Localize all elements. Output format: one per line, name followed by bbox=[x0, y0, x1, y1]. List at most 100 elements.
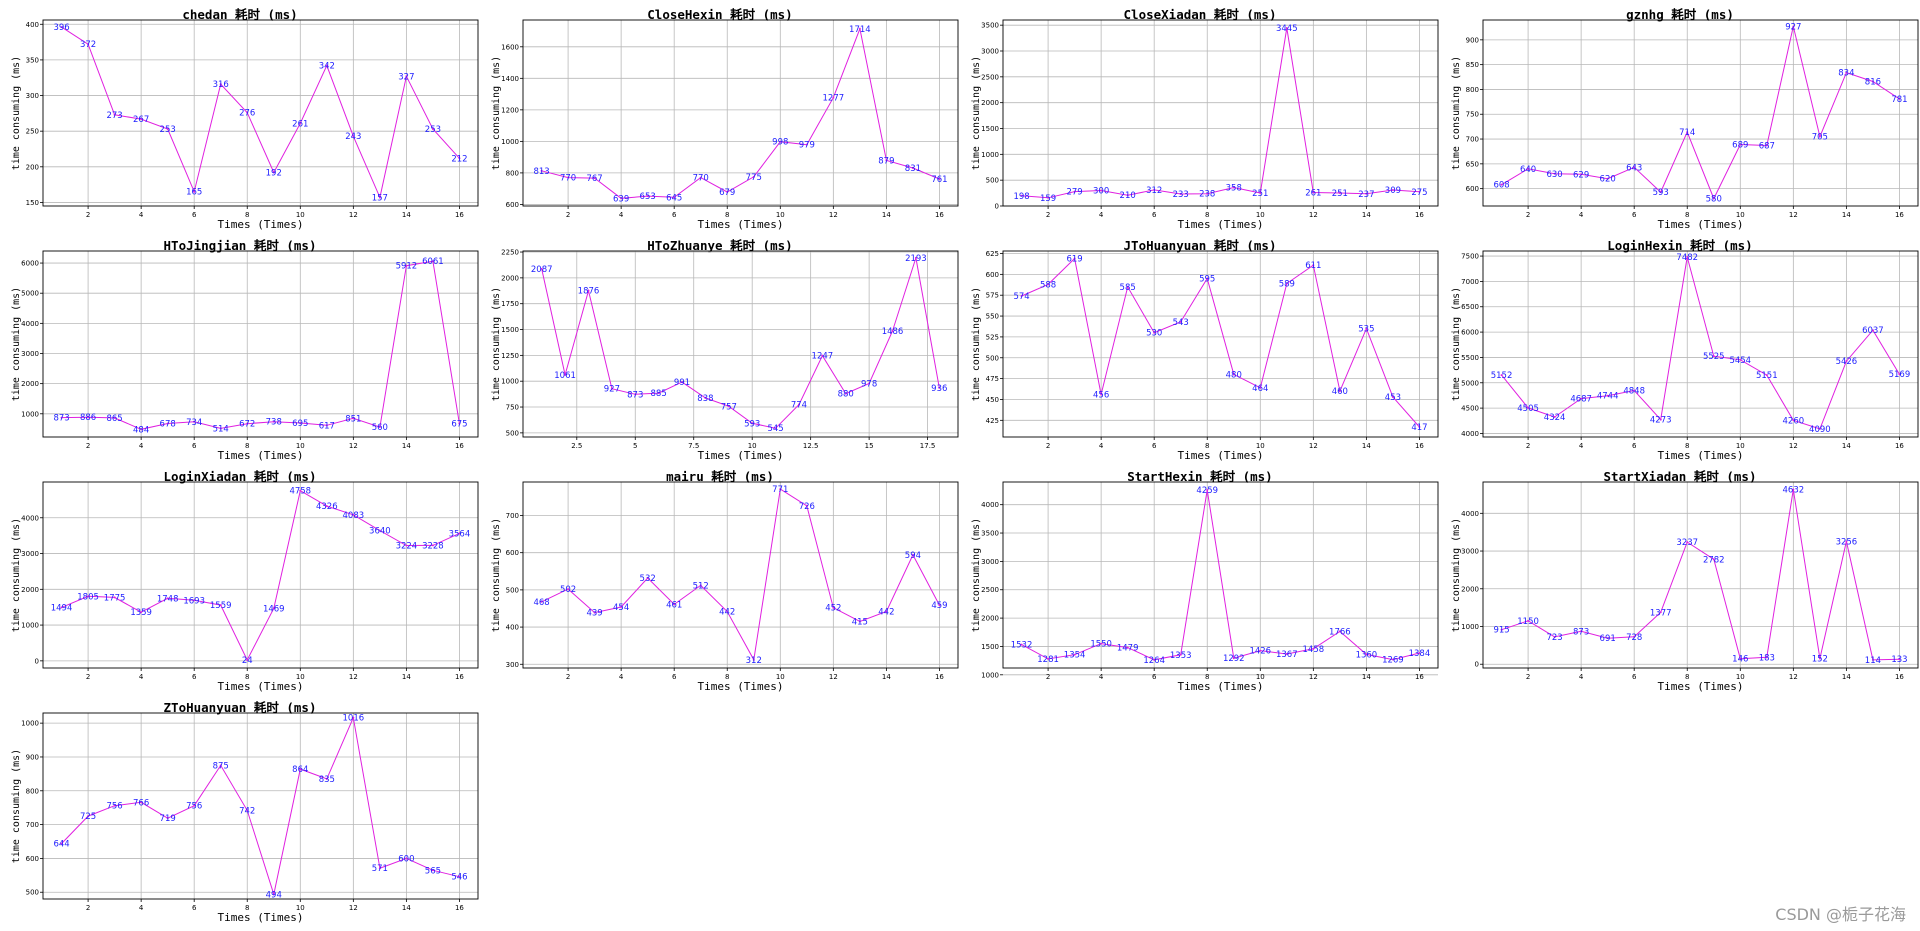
y-tick-label: 2000 bbox=[981, 99, 999, 107]
y-tick-label: 1000 bbox=[981, 671, 999, 679]
data-label: 580 bbox=[1706, 195, 1722, 205]
data-label: 560 bbox=[372, 423, 388, 433]
data-point bbox=[87, 416, 90, 419]
data-label: 159 bbox=[1040, 194, 1056, 204]
data-point bbox=[1047, 657, 1050, 660]
data-point bbox=[699, 584, 702, 587]
data-point bbox=[113, 113, 116, 116]
data-label: 1479 bbox=[1117, 644, 1139, 654]
x-tick-label: 8 bbox=[725, 673, 729, 681]
x-tick-label: 12 bbox=[1789, 673, 1798, 681]
y-tick-label: 1250 bbox=[501, 352, 519, 360]
data-point bbox=[1686, 541, 1689, 544]
x-tick-label: 4 bbox=[1099, 673, 1104, 681]
data-point bbox=[540, 600, 543, 603]
y-tick-label: 1600 bbox=[501, 43, 519, 51]
data-label: 530 bbox=[1146, 329, 1162, 339]
data-point bbox=[1712, 558, 1715, 561]
data-label: 5525 bbox=[1703, 352, 1725, 362]
x-tick-label: 8 bbox=[245, 442, 249, 450]
data-point bbox=[87, 43, 90, 46]
x-tick-label: 2 bbox=[566, 211, 570, 219]
series-line bbox=[61, 260, 460, 430]
data-point bbox=[1073, 653, 1076, 656]
data-label: 991 bbox=[674, 378, 690, 388]
data-label: 198 bbox=[1013, 192, 1029, 202]
data-label: 979 bbox=[799, 141, 815, 151]
data-point bbox=[844, 392, 847, 395]
data-label: 300 bbox=[1093, 187, 1109, 197]
data-label: 1354 bbox=[1064, 651, 1086, 661]
data-point bbox=[246, 111, 249, 114]
line-chart: 2 4 6 8 10 12 14 16 425 450 475 500 525 550 575 600 625 T… bbox=[971, 250, 1439, 462]
data-label: 571 bbox=[372, 864, 388, 874]
x-axis-label: Times (Times) bbox=[217, 911, 303, 924]
x-axis-label: Times (Times) bbox=[1177, 680, 1263, 693]
data-label: 1775 bbox=[104, 593, 126, 603]
data-point bbox=[885, 610, 888, 613]
x-axis-label: Times (Times) bbox=[697, 680, 783, 693]
data-point bbox=[1765, 656, 1768, 659]
x-tick-label: 6 bbox=[1632, 442, 1637, 450]
data-point bbox=[1232, 373, 1235, 376]
x-tick-label: 16 bbox=[1895, 442, 1904, 450]
data-point bbox=[1633, 166, 1636, 169]
data-label: 3224 bbox=[396, 542, 418, 552]
data-label: 454 bbox=[613, 603, 629, 613]
y-axis-label: time consuming (ms) bbox=[1451, 287, 1462, 401]
chart-panel: chedan 耗时 (ms) 2 4 6 8 10 12 14 16 150 200 250 300 35… bbox=[0, 0, 480, 231]
data-point bbox=[1285, 27, 1288, 30]
data-point bbox=[1845, 360, 1848, 363]
y-tick-label: 5500 bbox=[1461, 354, 1479, 362]
data-point bbox=[272, 171, 275, 174]
data-point bbox=[1686, 131, 1689, 134]
x-tick-label: 10 bbox=[296, 442, 305, 450]
data-point bbox=[272, 607, 275, 610]
data-label: 183 bbox=[1759, 653, 1775, 663]
data-label: 502 bbox=[560, 585, 576, 595]
y-tick-label: 150 bbox=[26, 199, 39, 207]
data-label: 873 bbox=[627, 390, 643, 400]
data-point bbox=[1765, 144, 1768, 147]
data-point bbox=[540, 267, 543, 270]
data-point bbox=[1338, 390, 1341, 393]
data-point bbox=[405, 264, 408, 267]
data-point bbox=[832, 606, 835, 609]
x-tick-label: 2 bbox=[86, 442, 90, 450]
data-point bbox=[1871, 658, 1874, 661]
data-label: 595 bbox=[1199, 275, 1215, 285]
data-point bbox=[431, 544, 434, 547]
y-tick-label: 4000 bbox=[981, 501, 999, 509]
x-tick-label: 8 bbox=[1685, 673, 1689, 681]
y-tick-label: 350 bbox=[26, 56, 39, 64]
data-label: 1748 bbox=[157, 594, 179, 604]
data-point bbox=[1606, 177, 1609, 180]
y-axis-label: time consuming (ms) bbox=[11, 56, 22, 170]
data-point bbox=[1739, 143, 1742, 146]
data-label: 885 bbox=[651, 389, 667, 399]
data-point bbox=[1179, 192, 1182, 195]
data-label: 417 bbox=[1411, 423, 1427, 433]
data-point bbox=[87, 815, 90, 818]
data-point bbox=[1845, 540, 1848, 543]
data-label: 165 bbox=[186, 188, 202, 198]
data-label: 24 bbox=[242, 656, 253, 666]
data-label: 775 bbox=[746, 173, 762, 183]
x-tick-label: 4 bbox=[619, 673, 624, 681]
series-line bbox=[61, 26, 460, 200]
x-tick-label: 14 bbox=[882, 211, 891, 219]
data-label: 1550 bbox=[1090, 640, 1112, 650]
data-point bbox=[1792, 25, 1795, 28]
data-point bbox=[620, 197, 623, 200]
data-point bbox=[751, 422, 754, 425]
data-label: 5454 bbox=[1729, 356, 1751, 366]
data-point bbox=[246, 809, 249, 812]
data-label: 1359 bbox=[130, 608, 152, 618]
data-point bbox=[219, 764, 222, 767]
data-label: 5426 bbox=[1836, 357, 1858, 367]
data-point bbox=[704, 396, 707, 399]
y-tick-label: 600 bbox=[1466, 185, 1479, 193]
data-point bbox=[1020, 643, 1023, 646]
y-tick-label: 400 bbox=[506, 624, 519, 632]
y-tick-label: 3500 bbox=[981, 22, 999, 30]
